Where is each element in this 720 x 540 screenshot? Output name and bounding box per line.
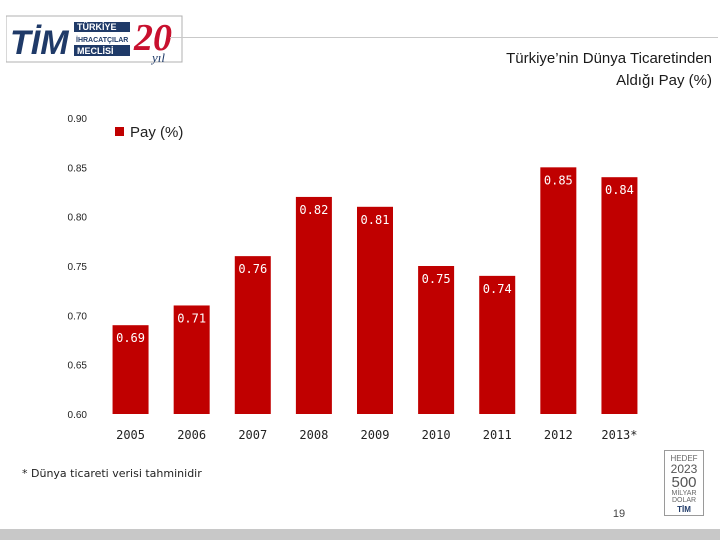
bar — [601, 177, 638, 414]
y-tick-label: 0.65 — [68, 361, 88, 372]
bar — [357, 206, 393, 414]
logo-anniversary-suffix: yıl — [150, 50, 165, 65]
legend-swatch — [115, 127, 124, 136]
bar-data-label: 0.71 — [177, 311, 206, 325]
y-tick-label: 0.70 — [68, 311, 88, 322]
hedef-2023-badge: HEDEF 2023 500 MİLYAR DOLAR TİM — [664, 450, 704, 516]
bottom-bar — [0, 529, 720, 540]
bar-data-label: 0.84 — [605, 183, 634, 197]
bar-data-label: 0.81 — [361, 213, 390, 227]
x-tick-label: 2007 — [238, 428, 267, 442]
x-tick-label: 2006 — [177, 428, 206, 442]
logo-anniversary: 20 — [133, 17, 172, 59]
badge-line1: HEDEF — [670, 454, 697, 463]
x-tick-label: 2012 — [544, 428, 573, 442]
bar-data-label: 0.74 — [483, 282, 512, 296]
chart-title-line1: Türkiye’nin Dünya Ticaretinden — [506, 50, 712, 67]
chart-title-line2: Aldığı Pay (%) — [616, 72, 712, 89]
logo-main-text: TİM — [10, 24, 69, 62]
bar — [234, 256, 271, 414]
badge-line4: MİLYAR — [671, 488, 696, 497]
y-tick-label: 0.90 — [68, 114, 88, 125]
logo-line2: İHRACATÇILAR — [76, 36, 128, 44]
bar-data-label: 0.85 — [544, 173, 573, 187]
header-divider — [170, 37, 718, 38]
y-tick-label: 0.85 — [68, 163, 88, 174]
bar — [112, 325, 149, 414]
bar — [295, 196, 332, 414]
logo-line3: MECLİSİ — [77, 46, 114, 56]
badge-line6: TİM — [677, 505, 691, 514]
page-number: 19 — [612, 508, 626, 520]
bar — [173, 305, 210, 414]
chart-title: Türkiye’nin Dünya Ticaretinden Aldığı Pa… — [372, 48, 712, 92]
x-tick-label: 2008 — [299, 428, 328, 442]
x-tick-label: 2010 — [422, 428, 451, 442]
bar — [540, 167, 577, 414]
x-tick-label: 2013* — [601, 428, 637, 442]
bar-data-label: 0.69 — [116, 331, 145, 345]
legend-label: Pay (%) — [130, 124, 183, 141]
x-tick-label: 2005 — [116, 428, 145, 442]
x-tick-label: 2011 — [483, 428, 512, 442]
y-tick-label: 0.80 — [68, 213, 88, 224]
bar — [418, 266, 455, 414]
badge-line2: 2023 — [671, 462, 698, 476]
bar — [479, 275, 516, 414]
y-tick-label: 0.75 — [68, 262, 88, 273]
bar-data-label: 0.76 — [238, 262, 267, 276]
bar-data-label: 0.75 — [422, 272, 451, 286]
tim-logo: TİM TÜRKİYE İHRACATÇILAR MECLİSİ 20 yıl — [6, 15, 183, 65]
badge-line5: DOLAR — [672, 497, 696, 504]
badge-line3: 500 — [671, 474, 696, 491]
footnote: * Dünya ticareti verisi tahminidir — [22, 467, 202, 480]
y-tick-label: 0.60 — [68, 410, 88, 421]
bar-data-label: 0.82 — [299, 203, 328, 217]
x-tick-label: 2009 — [361, 428, 390, 442]
logo-line1: TÜRKİYE — [77, 22, 117, 32]
